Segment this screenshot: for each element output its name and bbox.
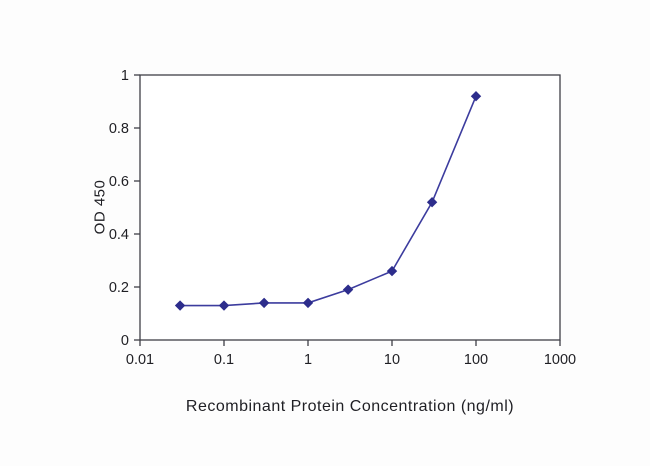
x-tick-label: 1000 — [544, 352, 576, 368]
x-axis-title: Recombinant Protein Concentration (ng/ml… — [185, 398, 515, 415]
x-tick-label: 0.01 — [126, 352, 154, 368]
series-line — [180, 95, 477, 307]
y-tick-label: 0.8 — [109, 121, 129, 137]
y-tick-label: 1 — [121, 68, 129, 84]
data-point-marker — [174, 300, 186, 311]
data-point-marker — [426, 196, 438, 208]
y-tick-label: 0.4 — [109, 227, 129, 243]
data-point-marker — [302, 297, 314, 309]
y-axis-title: OD 450 — [91, 179, 109, 235]
data-point-marker — [218, 300, 230, 311]
data-point-marker — [386, 265, 398, 277]
data-point-marker — [342, 284, 354, 295]
x-tick-label: 1 — [304, 352, 312, 368]
x-tick-label: 100 — [464, 352, 488, 368]
data-point-marker — [470, 90, 482, 102]
data-point-marker — [258, 297, 270, 309]
y-tick-label: 0.6 — [109, 174, 129, 190]
plot-border — [139, 74, 561, 341]
y-tick-label: 0.2 — [109, 280, 129, 296]
x-tick-label: 0.1 — [214, 352, 234, 368]
x-tick-label: 10 — [384, 352, 400, 368]
y-tick-label: 0 — [121, 333, 129, 349]
